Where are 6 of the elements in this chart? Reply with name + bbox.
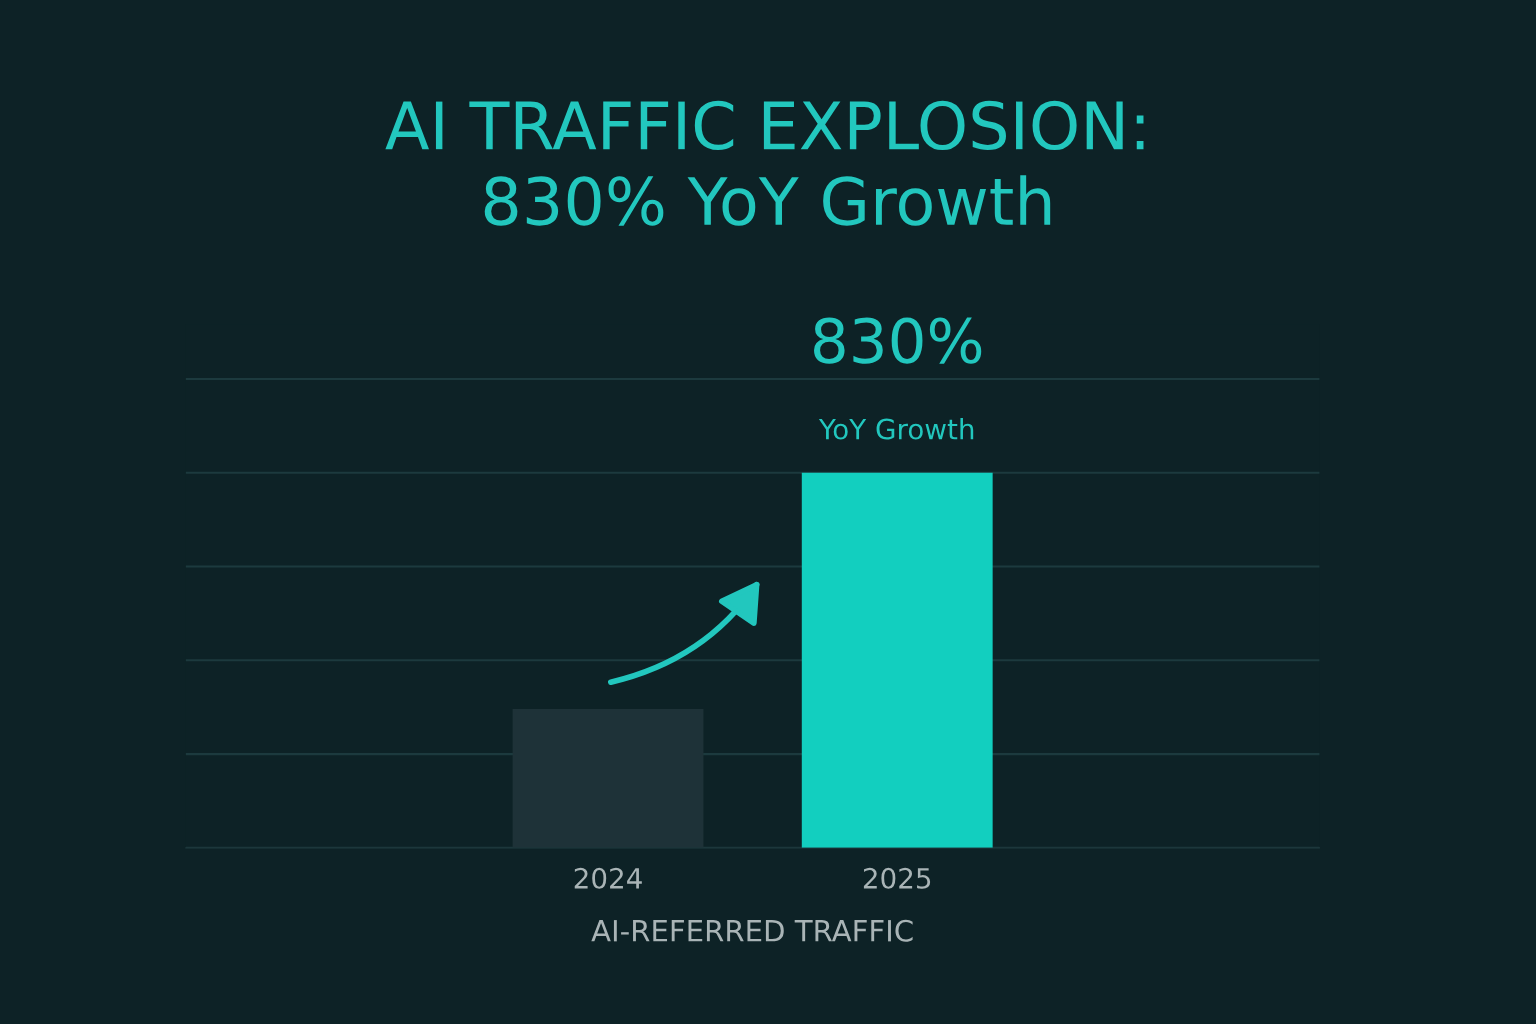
x-axis-title: AI-REFERRED TRAFFIC [591, 919, 913, 942]
annotation: 830% [814, 317, 982, 364]
x-tick-label: 2025 [863, 867, 931, 889]
annotation: YoY Growth [818, 418, 974, 440]
chart-title: AI TRAFFIC EXPLOSION: 830% YoY Growth [385, 100, 1144, 226]
x-tick-label: 2024 [574, 867, 642, 889]
